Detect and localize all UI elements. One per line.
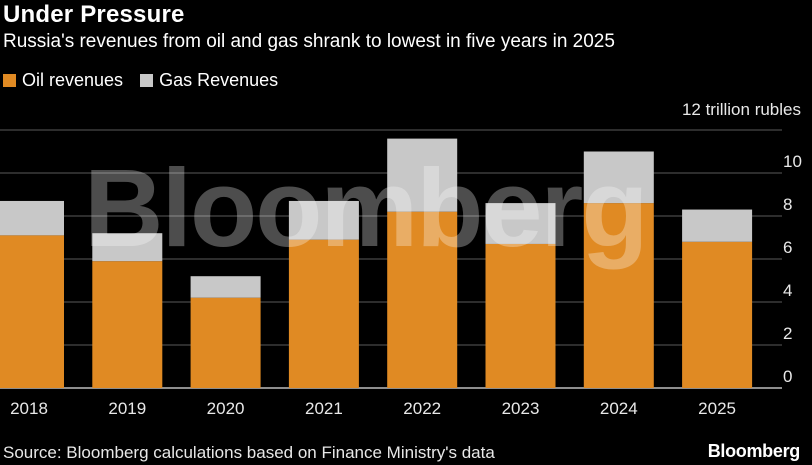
x-tick-label-2024: 2024 <box>600 399 638 418</box>
legend-item-oil: Oil revenues <box>3 70 123 91</box>
y-tick-label-4: 4 <box>783 281 792 300</box>
bar-gas-2018 <box>0 200 64 236</box>
bar-oil-2025 <box>682 241 753 388</box>
bar-gas-2023 <box>485 203 556 244</box>
y-tick-label-8: 8 <box>783 195 792 214</box>
legend-label-gas: Gas Revenues <box>159 70 279 90</box>
source-note: Source: Bloomberg calculations based on … <box>3 443 495 462</box>
bar-oil-2018 <box>0 235 64 388</box>
chart-subtitle: Russia's revenues from oil and gas shran… <box>3 31 615 52</box>
bar-gas-2019 <box>92 233 163 262</box>
bar-gas-2020 <box>190 276 261 298</box>
bar-oil-2020 <box>190 297 261 388</box>
bar-gas-2024 <box>583 151 654 204</box>
legend-swatch-oil <box>3 74 16 87</box>
y-axis-unit-label: 12 trillion rubles <box>681 100 801 119</box>
x-tick-label-2021: 2021 <box>305 399 343 418</box>
x-tick-label-2018: 2018 <box>10 399 48 418</box>
x-tick-label-2020: 2020 <box>207 399 245 418</box>
y-tick-label-6: 6 <box>783 238 792 257</box>
y-tick-label-2: 2 <box>783 324 792 343</box>
y-tick-label-0: 0 <box>783 367 792 386</box>
legend-swatch-gas <box>140 74 154 87</box>
x-tick-label-2019: 2019 <box>108 399 146 418</box>
x-tick-label-2023: 2023 <box>502 399 540 418</box>
bar-oil-2023 <box>485 243 556 388</box>
x-tick-label-2022: 2022 <box>403 399 441 418</box>
bloomberg-logo: Bloomberg <box>707 441 801 461</box>
x-tick-label-2025: 2025 <box>698 399 736 418</box>
legend-label-oil: Oil revenues <box>22 70 124 90</box>
chart-title: Under Pressure <box>3 1 185 28</box>
bar-gas-2025 <box>682 209 753 242</box>
bar-gas-2022 <box>387 138 458 212</box>
bar-oil-2022 <box>387 211 458 388</box>
bar-oil-2024 <box>583 203 654 388</box>
legend: Oil revenues Gas Revenues <box>3 70 295 91</box>
bar-oil-2021 <box>288 239 359 388</box>
bar-oil-2019 <box>92 261 163 388</box>
y-tick-label-10: 10 <box>783 152 802 171</box>
bar-gas-2021 <box>288 200 359 240</box>
legend-item-gas: Gas Revenues <box>140 70 278 91</box>
